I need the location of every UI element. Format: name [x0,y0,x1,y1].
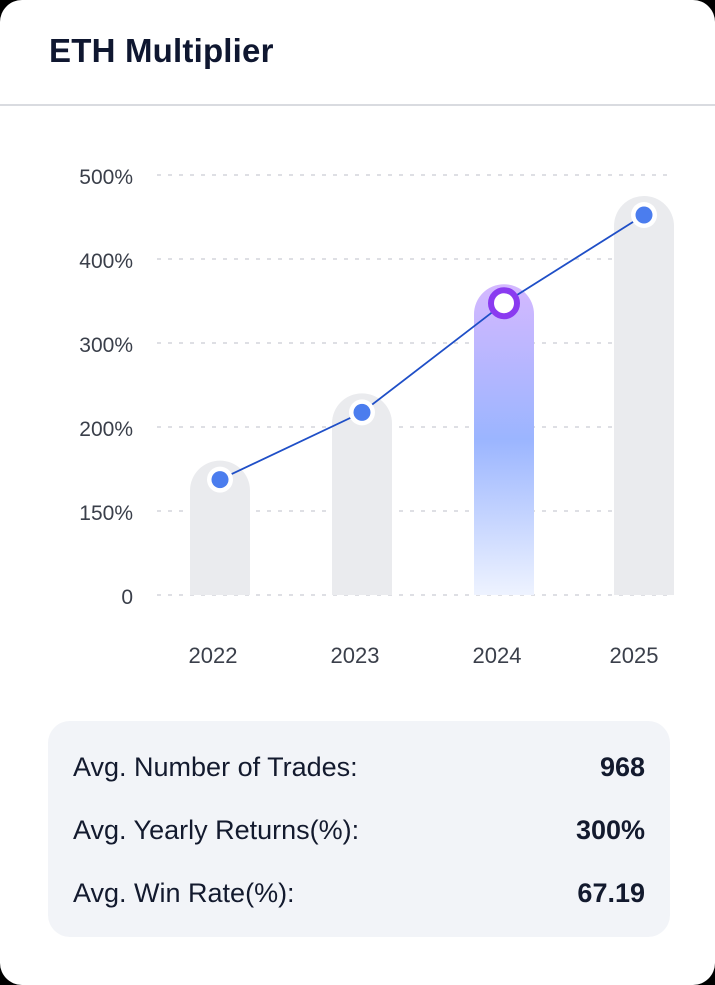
stat-label: Avg. Yearly Returns(%): [73,814,360,845]
y-tick-label: 150% [79,502,133,525]
x-tick-label: 2024 [473,643,522,668]
bars [190,196,674,595]
data-points [207,202,657,493]
x-tick-label: 2022 [189,643,238,668]
stat-row-win-rate: Avg. Win Rate(%): 67.19 [73,873,645,913]
stat-value: 300% [575,814,645,845]
x-tick-label: 2023 [331,643,380,668]
y-tick-label: 400% [79,250,133,273]
stat-label: Avg. Win Rate(%): [73,877,295,908]
y-tick-label: 200% [79,418,133,441]
stat-value: 67.19 [577,877,645,908]
card-header: ETH Multiplier [0,0,715,106]
data-point [353,403,371,421]
stats-panel: Avg. Number of Trades: 968 Avg. Yearly R… [48,721,670,937]
y-axis-ticks: 500% 400% 300% 200% 150% 0 [79,166,133,609]
y-tick-label: 300% [79,334,133,357]
y-tick-label: 500% [79,166,133,189]
stat-label: Avg. Number of Trades: [73,751,358,782]
data-point [211,471,229,489]
data-point-highlight [488,287,520,320]
stat-value: 968 [599,751,645,782]
returns-chart: 500% 400% 300% 200% 150% 0 2022 2023 2024 2025 [79,166,674,668]
bar-2023 [332,393,392,595]
y-tick-label: 0 [121,586,133,609]
grid-lines [157,174,672,596]
bar-2025 [614,196,674,595]
bar-2024 [474,284,534,595]
series-line [219,214,645,481]
x-tick-label: 2025 [610,643,659,668]
trend-line [219,214,645,481]
card-title: ETH Multiplier [49,32,274,69]
data-point [635,206,653,224]
x-axis-ticks: 2022 2023 2024 2025 [189,643,659,668]
stat-row-trades: Avg. Number of Trades: 968 [73,747,645,787]
bar-2022 [190,460,251,595]
stat-row-yearly-returns: Avg. Yearly Returns(%): 300% [73,810,645,850]
